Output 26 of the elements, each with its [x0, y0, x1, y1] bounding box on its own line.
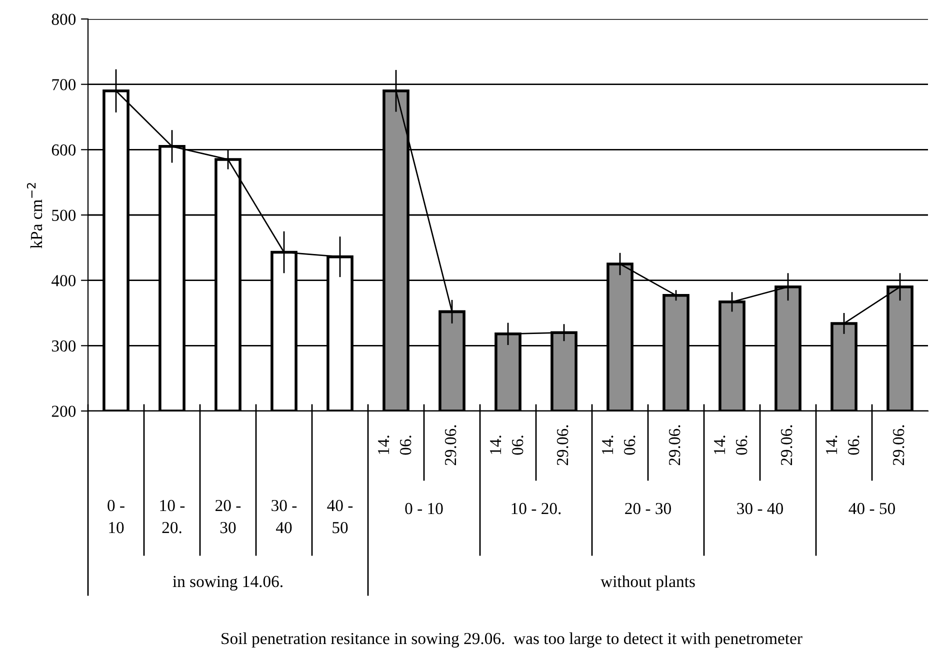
y-tick-label: 700 [52, 79, 76, 90]
x-tick-label: 14. 06. [714, 436, 748, 455]
x-tick-label: 14. 06. [490, 436, 524, 455]
x-tick-label: 14. 06. [826, 436, 860, 455]
text: without plants [600, 575, 695, 591]
x-tick-label: 10 - 20. [160, 500, 185, 534]
x-tick-label: 29.06. [444, 425, 456, 466]
x-tick-label: 29.06. [556, 425, 568, 466]
x-tick-label: 0 - 10 [108, 500, 124, 534]
text: in sowing 14.06. [172, 576, 282, 591]
y-tick-label: 300 [52, 340, 76, 352]
y-tick-label: 400 [52, 275, 76, 286]
x-tick-label: 40 - 50 [327, 500, 353, 534]
y-tick-label: 600 [52, 144, 76, 156]
x-tick-label: 14. 06. [602, 436, 636, 455]
x-tick-label: 29.06. [780, 425, 792, 466]
x-tick-label: 30 - 40 [272, 500, 297, 534]
y-axis-title: kPa cm$^{−2}$ [26, 183, 42, 248]
text: Soil penetration resitance in sowing 29.06. was too large to detect it with penetrometer [222, 632, 802, 648]
y-tick-label: 800 [52, 14, 76, 25]
x-tick-label: 20 - 30 [216, 500, 241, 534]
y-tick-label: 500 [52, 210, 76, 221]
x-tick-label: 14. 06. [378, 436, 412, 455]
x-tick-label: 29.06. [892, 425, 904, 466]
y-tick-label: 200 [52, 406, 76, 417]
x-tick-label: 29.06. [668, 425, 680, 466]
